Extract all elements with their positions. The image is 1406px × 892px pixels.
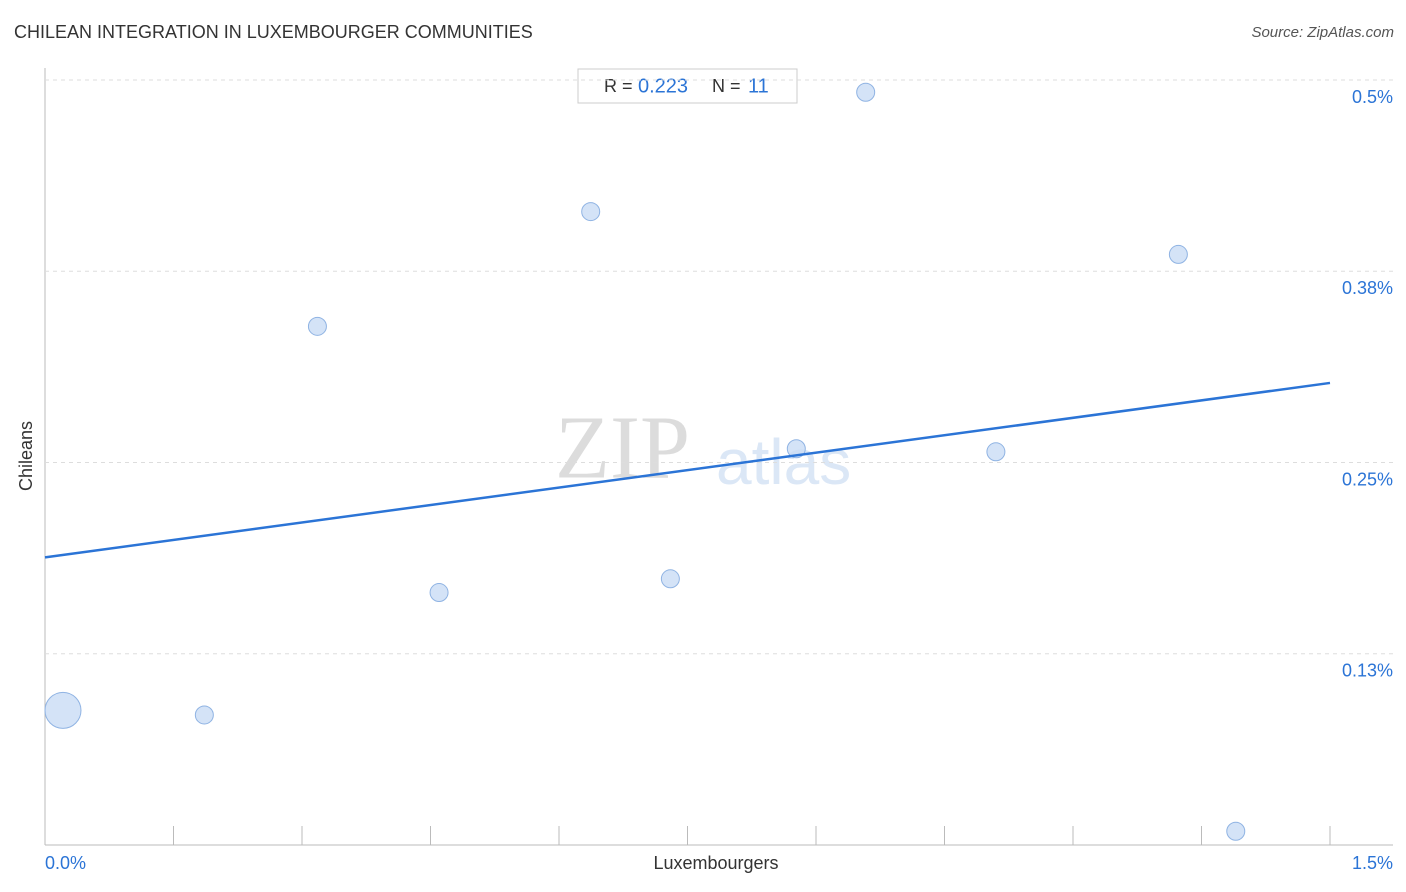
point: [44, 691, 82, 729]
x-tick-label: 1.5%: [1352, 853, 1393, 873]
source: Source: ZipAtlas.com: [1251, 24, 1394, 41]
y-tick-label: 0.25%: [1342, 469, 1393, 489]
chart-title: CHILEAN INTEGRATION IN LUXEMBOURGER COMM…: [14, 22, 533, 42]
y-tick-label: 0.5%: [1352, 87, 1393, 107]
point: [660, 569, 680, 589]
y-axis-label: Chileans: [16, 421, 36, 491]
n-value: 11: [748, 75, 769, 97]
trendline: [44, 381, 1331, 559]
x-tick-label: 0.0%: [45, 853, 86, 873]
n-label: N =: [712, 76, 741, 96]
point: [429, 583, 449, 603]
watermark: atlas: [716, 426, 851, 498]
point: [307, 316, 327, 336]
point: [856, 82, 876, 102]
point: [786, 439, 806, 459]
point: [581, 202, 601, 222]
r-value: 0.223: [638, 75, 688, 97]
stats-box: [577, 68, 798, 104]
r-label: R =: [604, 76, 633, 96]
watermark: ZIP: [555, 399, 690, 498]
y-tick-label: 0.13%: [1342, 661, 1393, 681]
x-axis-label: Luxembourgers: [653, 853, 778, 873]
point: [986, 442, 1006, 462]
point: [1226, 821, 1246, 841]
y-tick-label: 0.38%: [1342, 278, 1393, 298]
point: [1168, 244, 1188, 264]
point: [194, 705, 214, 725]
